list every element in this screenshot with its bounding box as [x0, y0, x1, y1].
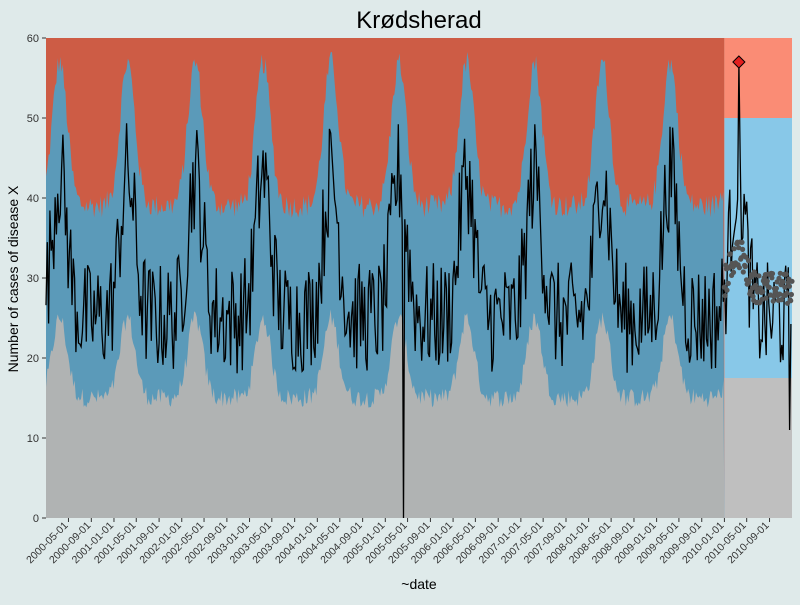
y-tick-label: 40: [27, 193, 39, 205]
forecast-point: [739, 239, 745, 245]
y-tick-label: 50: [27, 113, 39, 125]
forecast-point: [773, 285, 780, 291]
x-axis-label: ~date: [401, 576, 437, 592]
low-zone: [46, 309, 725, 518]
forecast-point: [789, 278, 795, 284]
forecast-point: [771, 293, 777, 299]
forecast-point: [760, 289, 766, 295]
forecast-point: [725, 280, 731, 286]
forecast-point: [745, 258, 752, 264]
forecast-point: [784, 290, 790, 296]
plot-area: [45, 38, 795, 519]
forecast-point: [756, 300, 763, 306]
forecast-point: [779, 297, 785, 303]
forecast-point: [730, 269, 737, 275]
y-tick-label: 30: [27, 273, 39, 285]
y-axis-label: Number of cases of disease X: [5, 185, 21, 372]
forecast-point: [759, 296, 765, 302]
forecast-point: [788, 298, 794, 304]
forecast-point: [763, 295, 769, 301]
forecast-point: [724, 287, 730, 293]
forecast-point: [766, 284, 772, 290]
forecast-point: [764, 278, 770, 284]
y-tick-label: 60: [27, 33, 39, 45]
forecast-point: [769, 271, 776, 277]
y-tick-label: 10: [27, 433, 39, 445]
forecast-point: [788, 291, 795, 298]
alert-marker: [732, 55, 746, 69]
forecast-point: [746, 279, 752, 285]
forecast-point: [736, 265, 743, 271]
forecast-point: [783, 271, 789, 277]
forecast-point: [782, 284, 788, 290]
forecast-point: [750, 293, 756, 299]
forecast-point: [776, 275, 782, 281]
forecast-point: [736, 245, 742, 251]
forecast-point: [742, 264, 748, 270]
observed-line: [45, 61, 792, 519]
forecast-point: [752, 272, 758, 278]
forecast-point: [722, 293, 728, 299]
forecast-point: [780, 279, 786, 285]
forecast-point: [756, 273, 762, 279]
y-tick-label: 0: [33, 513, 39, 525]
y-tick-label: 20: [27, 353, 39, 365]
chart-title: Krødsherad: [356, 7, 481, 34]
forecast-point: [777, 270, 783, 276]
forecast-point: [740, 246, 746, 252]
forecast-point: [740, 269, 746, 275]
forecast-point: [769, 275, 775, 281]
forecast-point: [770, 298, 776, 304]
forecast-point: [727, 251, 733, 257]
forecast-point: [786, 283, 793, 289]
forecast-point: [731, 246, 737, 252]
forecast-low-zone: [724, 378, 792, 518]
